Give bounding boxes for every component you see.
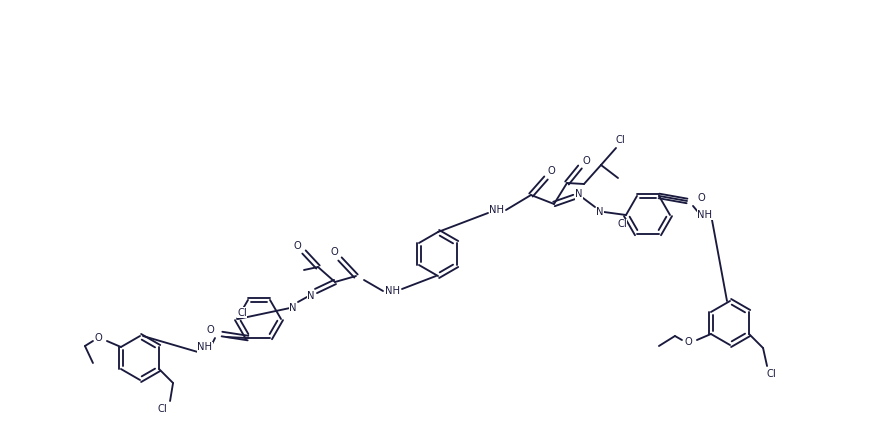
Text: NH: NH [489, 205, 504, 215]
Text: NH: NH [386, 286, 401, 296]
Text: Cl: Cl [237, 308, 246, 318]
Text: NH: NH [697, 210, 712, 220]
Text: N: N [596, 207, 603, 217]
Text: N: N [289, 303, 296, 313]
Text: N: N [575, 189, 582, 199]
Text: O: O [206, 325, 214, 335]
Text: Cl: Cl [617, 219, 627, 229]
Text: O: O [94, 333, 102, 343]
Text: O: O [697, 193, 705, 203]
Text: N: N [307, 291, 315, 301]
Text: NH: NH [197, 342, 212, 352]
Text: O: O [582, 156, 590, 166]
Text: O: O [684, 337, 692, 347]
Text: O: O [293, 241, 301, 251]
Text: O: O [547, 166, 555, 176]
Text: Cl: Cl [766, 369, 776, 379]
Text: Cl: Cl [157, 404, 167, 414]
Text: Cl: Cl [615, 135, 625, 145]
Text: O: O [330, 247, 338, 257]
